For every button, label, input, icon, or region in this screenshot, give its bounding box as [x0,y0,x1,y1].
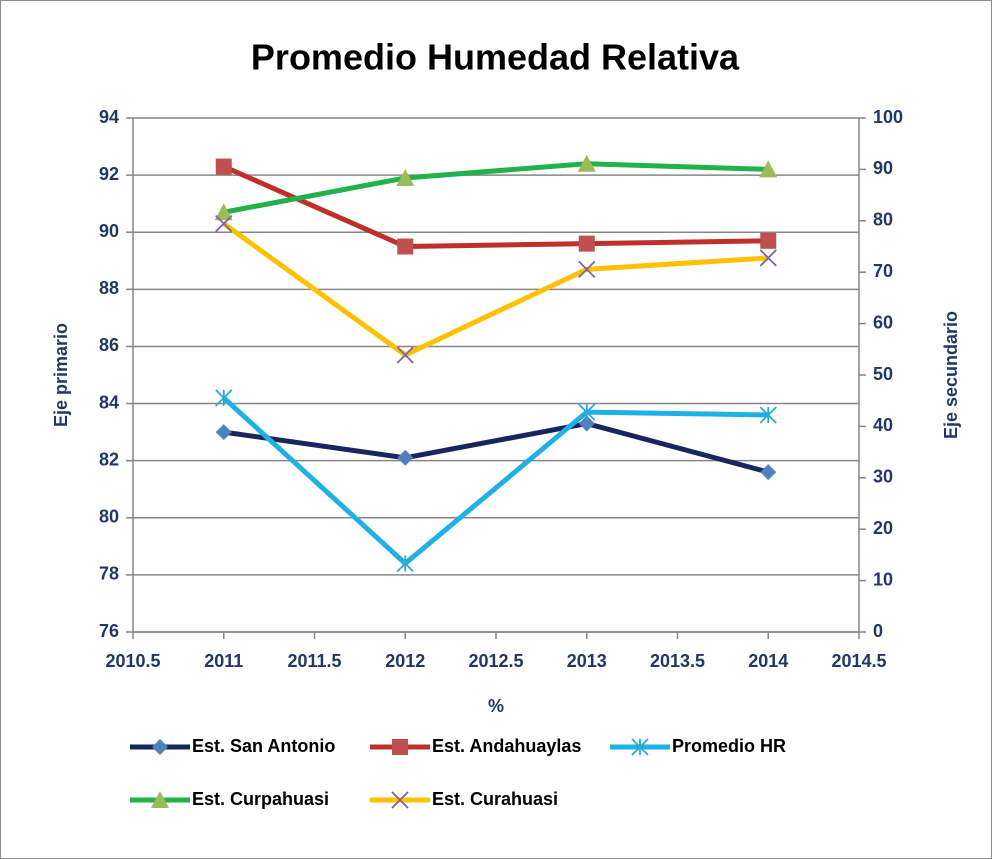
y2-tick-label: 40 [873,415,893,435]
y-tick-label: 80 [99,507,119,527]
marker [760,464,777,481]
series-line [222,164,769,249]
y-tick-label: 76 [99,621,119,641]
x-tick-label: 2014 [748,651,788,671]
x-tick-label: 2011 [204,651,243,671]
y2-tick-label: 80 [873,210,893,230]
x-tick-label: 2013 [567,651,607,671]
y-tick-label: 78 [99,564,119,584]
legend-marker [392,739,408,755]
marker [759,160,778,178]
legend-marker [391,791,409,809]
y2-tick-label: 90 [873,158,893,178]
y-tick-label: 94 [99,107,119,127]
y-tick-label: 82 [99,449,119,469]
marker [215,424,232,441]
marker [397,238,414,255]
marker [214,203,233,221]
legend-marker [151,791,169,808]
y-tick-label: 90 [99,221,119,241]
x-tick-label: 2011.5 [287,651,341,671]
x-tick-label: 2010.5 [105,651,160,671]
marker [578,403,596,421]
x-tick-label: 2012.5 [468,651,523,671]
x-axis-label: % [488,696,504,716]
y-tick-label: 92 [99,164,119,184]
y-axis-label: Eje primario [51,323,71,427]
marker [397,449,414,466]
x-tick-label: 2012 [385,651,425,671]
marker [578,260,596,278]
legend-label: Promedio HR [672,736,786,756]
marker [578,235,595,252]
marker [760,232,777,249]
y2-tick-label: 10 [873,569,893,589]
chart-title: Promedio Humedad Relativa [251,37,740,78]
marker [759,406,777,424]
series-line [222,395,769,566]
y2-tick-label: 0 [873,621,883,641]
marker [396,554,414,573]
marker [577,154,596,172]
marker [215,389,233,407]
series-line [222,221,769,358]
x-tick-label: 2014.5 [831,651,886,671]
legend-label: Est. Andahuaylas [432,736,581,756]
x-tick-label: 2013.5 [650,651,705,671]
y-tick-label: 84 [99,392,119,412]
legend-label: Est. San Antonio [192,736,335,756]
series-line [223,421,769,475]
marker [396,346,414,364]
marker [759,249,777,267]
y2-tick-label: 70 [873,261,893,281]
y2-tick-label: 20 [873,518,893,538]
y2-tick-label: 30 [873,467,893,487]
legend-label: Est. Curahuasi [432,789,558,809]
y2-axis-label: Eje secundario [941,311,961,439]
marker [215,158,232,175]
y2-tick-label: 60 [873,312,893,332]
legend-label: Est. Curpahuasi [192,789,329,809]
series-line [223,161,769,215]
marker [215,215,233,233]
marker [396,168,415,186]
y2-tick-label: 100 [873,107,903,127]
y-tick-label: 88 [99,278,119,298]
y-tick-label: 86 [99,335,119,355]
legend-marker [152,739,168,755]
legend-marker [631,738,649,756]
y2-tick-label: 50 [873,364,893,384]
marker [578,415,595,432]
